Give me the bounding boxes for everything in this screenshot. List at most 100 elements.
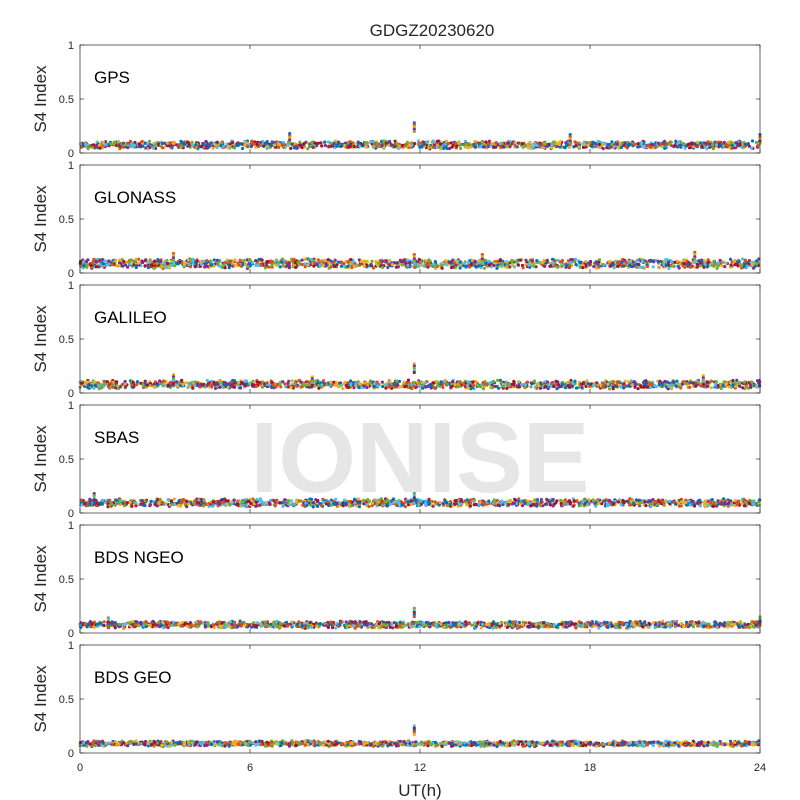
data-point (673, 260, 677, 264)
data-point (85, 145, 89, 149)
data-point (143, 264, 147, 268)
data-point (160, 265, 164, 269)
data-point (699, 264, 703, 268)
feature-point (310, 383, 314, 387)
data-point (395, 142, 400, 146)
data-point (238, 386, 242, 390)
data-point (481, 145, 486, 149)
data-point (209, 263, 214, 267)
data-point (648, 259, 653, 263)
data-point (721, 383, 725, 388)
feature-point (568, 135, 572, 139)
data-point (639, 385, 644, 389)
data-point (727, 385, 731, 389)
data-point (498, 142, 502, 146)
data-point (125, 141, 129, 145)
data-point (103, 382, 107, 386)
data-point (417, 381, 421, 385)
data-point (243, 262, 247, 266)
data-point (179, 145, 183, 149)
data-point (574, 386, 579, 390)
data-point (263, 141, 267, 146)
data-point (277, 145, 281, 149)
data-point (226, 146, 230, 150)
data-point (333, 383, 337, 387)
feature-point (288, 138, 292, 142)
data-point (332, 264, 336, 268)
data-point (457, 141, 461, 145)
data-point (218, 264, 222, 268)
data-point (473, 139, 477, 144)
data-point (703, 141, 707, 145)
data-point (619, 145, 624, 149)
data-point (640, 141, 644, 145)
data-point (565, 144, 569, 148)
data-point (178, 381, 182, 385)
data-point (265, 146, 269, 150)
data-point (388, 380, 392, 384)
data-point (549, 146, 554, 150)
data-point (538, 142, 542, 146)
data-point (395, 383, 399, 387)
data-point (79, 142, 83, 146)
data-point (420, 145, 424, 149)
data-point (179, 139, 183, 143)
data-point (259, 263, 264, 267)
data-point (453, 142, 458, 146)
data-point (593, 144, 597, 149)
data-point (586, 382, 590, 386)
data-point (293, 261, 297, 265)
data-point (728, 146, 732, 150)
data-point (223, 381, 227, 385)
data-point (445, 146, 449, 151)
data-point (346, 264, 350, 268)
data-point (603, 142, 607, 146)
data-point (605, 504, 610, 508)
data-point (162, 384, 166, 388)
data-point (478, 145, 482, 149)
data-point (368, 381, 372, 385)
data-point (180, 378, 184, 382)
data-point (177, 143, 182, 147)
data-point (228, 383, 233, 387)
data-point (748, 383, 753, 387)
data-point (290, 142, 294, 146)
data-point (723, 265, 727, 269)
data-point (126, 265, 130, 269)
data-point (298, 140, 302, 144)
y-axis-label: S4 Index (31, 305, 50, 373)
data-point (381, 146, 385, 150)
data-point (627, 263, 631, 268)
data-point (384, 141, 388, 145)
data-point (118, 144, 122, 149)
data-point (611, 261, 615, 265)
data-point (438, 142, 442, 146)
data-point (278, 382, 282, 386)
data-point (398, 258, 402, 262)
data-point (696, 380, 700, 384)
data-point (505, 386, 509, 390)
data-point (360, 143, 364, 147)
data-point (181, 382, 185, 386)
data-point (491, 379, 495, 383)
data-point (600, 262, 605, 267)
data-point (341, 387, 345, 391)
data-point (464, 142, 468, 146)
data-point (358, 144, 362, 148)
data-point (280, 260, 284, 264)
data-point (516, 141, 521, 145)
data-point (270, 380, 274, 384)
data-point (86, 386, 90, 390)
data-point (584, 259, 588, 264)
data-point (185, 505, 189, 509)
data-point (664, 380, 668, 384)
data-point (134, 264, 138, 268)
data-point (594, 142, 598, 146)
data-point (182, 142, 186, 146)
data-point (139, 381, 143, 385)
data-point (714, 143, 719, 147)
data-point (386, 265, 390, 270)
data-point (476, 383, 480, 387)
data-point (688, 261, 692, 265)
